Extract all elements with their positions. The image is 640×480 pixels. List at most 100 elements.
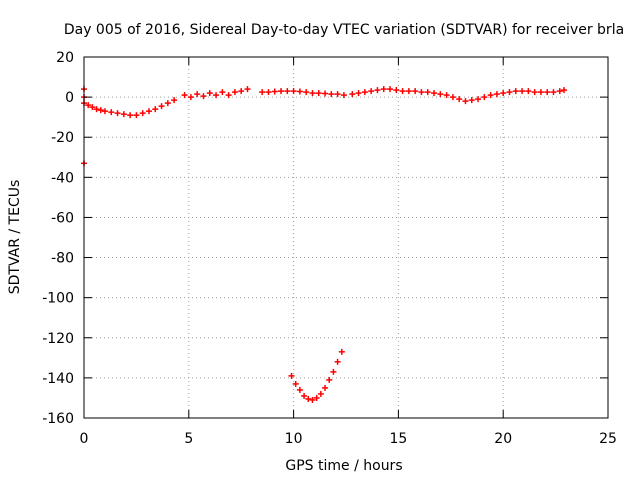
data-point [418,89,425,96]
data-point [305,395,312,402]
data-point [158,103,165,110]
y-tick-label: -20 [51,130,74,146]
data-point [405,88,412,95]
data-point [437,91,444,98]
data-point [93,106,100,113]
grid [84,57,608,418]
y-tick-label: -40 [51,170,74,186]
data-point [225,92,232,99]
y-tick-label: -160 [42,411,74,427]
data-point [500,90,507,97]
data-point [171,97,178,104]
x-tick-label: 20 [494,431,512,447]
data-point [152,106,159,113]
data-point [206,90,213,97]
y-tick-label: -140 [42,371,74,387]
data-point [462,98,469,105]
data-point [309,90,316,97]
data-point [97,107,104,114]
data-point [506,89,513,96]
data-point [475,96,482,103]
data-point [290,88,297,95]
data-point [231,89,238,96]
data-point [114,110,121,117]
x-axis-title: GPS time / hours [285,458,402,474]
data-point [213,92,220,99]
data-point [374,87,381,94]
data-point [296,386,303,393]
data-point [340,92,347,99]
x-tick-label: 25 [599,431,617,447]
data-point [412,88,419,95]
x-tick-label: 0 [80,431,89,447]
y-tick-label: -100 [42,291,74,307]
data-point [164,100,171,107]
data-point [292,380,299,387]
data-point [259,89,266,96]
y-axis-title: SDTVAR / TECUs [7,180,23,295]
data-point [550,89,557,96]
data-point [101,108,108,115]
data-point [271,88,278,95]
chart-title: Day 005 of 2016, Sidereal Day-to-day VTE… [64,22,624,38]
data-point [322,384,329,391]
data-point [303,89,310,96]
data-point [219,89,226,96]
data-point [368,88,375,95]
data-point [519,88,526,95]
y-tick-label: 0 [65,90,74,106]
data-point [265,89,272,96]
data-point [334,91,341,98]
data-point [537,89,544,96]
data-point [443,92,450,99]
data-point [380,86,387,93]
data-point [133,112,140,119]
data-point [301,392,308,399]
data-points [81,86,567,403]
data-point [194,91,201,98]
data-point [361,89,368,96]
data-point [120,111,127,118]
data-point [284,88,291,95]
data-point [244,86,251,93]
data-point [296,88,303,95]
data-point [309,396,316,403]
data-point [512,88,519,95]
data-point [317,390,324,397]
data-point [238,88,245,95]
data-point [456,96,463,103]
x-tick-label: 15 [389,431,407,447]
axis-ticks: 0 5 10 15 20 25 20 0 -20 -40 -60 -80 -100 -120 -140 -16… [42,50,617,447]
data-point [525,88,532,95]
data-point [89,104,96,111]
data-point [487,92,494,99]
data-point [387,86,394,93]
data-point [315,90,322,97]
data-point [328,91,335,98]
data-point [334,358,341,365]
data-point [187,94,194,101]
data-point [531,89,538,96]
data-point [313,394,320,401]
data-point [338,348,345,355]
plot-frame [83,56,609,419]
x-tick-label: 10 [285,431,303,447]
data-point [330,368,337,375]
data-point [431,90,438,97]
data-point [393,87,400,94]
x-tick-label: 5 [184,431,193,447]
data-point [449,94,456,101]
data-point [349,91,356,98]
data-point [278,88,285,95]
data-point [108,109,115,116]
data-point [326,376,333,383]
y-tick-label: -60 [51,210,74,226]
data-point [145,108,152,115]
data-point [560,87,567,94]
data-point [322,90,329,97]
data-point [355,90,362,97]
data-point [127,112,134,119]
data-point [544,89,551,96]
y-tick-label: -120 [42,331,74,347]
